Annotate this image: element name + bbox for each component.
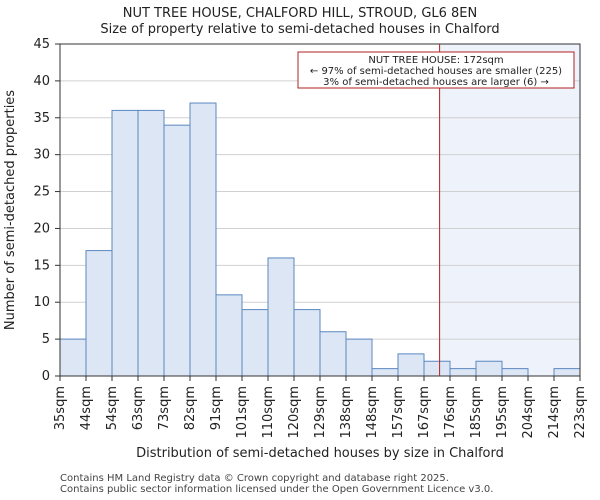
bar-185sqm bbox=[475, 360, 503, 377]
bar-110sqm bbox=[267, 257, 295, 377]
y-axis-label: Number of semi-detached properties bbox=[3, 90, 18, 330]
bar-195sqm bbox=[501, 368, 529, 377]
x-tick-label: 195sqm bbox=[495, 386, 510, 439]
x-tick-label: 82sqm bbox=[183, 386, 198, 430]
x-axis-label: Distribution of semi-detached houses by … bbox=[136, 446, 504, 461]
bar-63sqm bbox=[137, 109, 165, 377]
x-tick-label: 214sqm bbox=[547, 386, 562, 439]
x-tick-label: 157sqm bbox=[391, 386, 406, 439]
y-tick-label: 15 bbox=[33, 258, 50, 273]
y-tick-label: 20 bbox=[33, 221, 50, 236]
chart-title: NUT TREE HOUSE, CHALFORD HILL, STROUD, G… bbox=[122, 6, 478, 21]
bar-176sqm bbox=[449, 368, 477, 377]
x-tick-label: 73sqm bbox=[157, 386, 172, 430]
y-tick-label: 45 bbox=[33, 37, 50, 52]
x-tick-label: 44sqm bbox=[79, 386, 94, 430]
x-tick-label: 91sqm bbox=[209, 386, 224, 430]
x-tick-label: 185sqm bbox=[469, 386, 484, 439]
bar-44sqm bbox=[85, 250, 113, 377]
bar-101sqm bbox=[241, 309, 269, 377]
x-tick-label: 204sqm bbox=[521, 386, 536, 439]
bar-120sqm bbox=[293, 309, 321, 377]
bar-129sqm bbox=[319, 331, 347, 377]
annotation-line-1: NUT TREE HOUSE: 172sqm bbox=[368, 55, 503, 66]
bar-54sqm bbox=[111, 109, 139, 377]
bar-73sqm bbox=[163, 124, 191, 377]
x-tick-label: 176sqm bbox=[443, 386, 458, 439]
x-tick-label: 148sqm bbox=[365, 386, 380, 439]
x-tick-label: 120sqm bbox=[287, 386, 302, 439]
x-tick-label: 167sqm bbox=[417, 386, 432, 439]
x-tick-label: 63sqm bbox=[131, 386, 146, 430]
x-tick-label: 110sqm bbox=[261, 386, 276, 439]
y-tick-label: 5 bbox=[42, 332, 50, 347]
y-tick-label: 40 bbox=[33, 74, 50, 89]
x-tick-label: 223sqm bbox=[573, 386, 588, 439]
x-tick-label: 54sqm bbox=[105, 386, 120, 430]
x-tick-label: 129sqm bbox=[313, 386, 328, 439]
annotation-line-3: 3% of semi-detached houses are larger (6… bbox=[323, 77, 549, 88]
x-tick-label: 101sqm bbox=[235, 386, 250, 439]
footer-line-1: Contains HM Land Registry data © Crown c… bbox=[60, 473, 449, 484]
y-tick-label: 30 bbox=[33, 148, 50, 163]
bar-91sqm bbox=[215, 294, 243, 377]
bar-138sqm bbox=[345, 338, 373, 377]
chart-subtitle: Size of property relative to semi-detach… bbox=[100, 22, 500, 37]
annotation-box bbox=[297, 51, 575, 89]
x-tick-label: 35sqm bbox=[53, 386, 68, 430]
y-tick-label: 10 bbox=[33, 295, 50, 310]
bar-167sqm bbox=[423, 360, 451, 377]
y-tick-label: 0 bbox=[42, 369, 50, 384]
larger-region-shading bbox=[439, 44, 580, 376]
y-tick-label: 35 bbox=[33, 111, 50, 126]
footer-line-2: Contains public sector information licen… bbox=[60, 484, 494, 495]
bar-157sqm bbox=[397, 353, 425, 377]
bar-148sqm bbox=[371, 368, 399, 377]
bar-35sqm bbox=[59, 338, 87, 377]
bar-82sqm bbox=[189, 102, 217, 377]
y-tick-label: 25 bbox=[33, 185, 50, 200]
x-tick-label: 138sqm bbox=[339, 386, 354, 439]
bar-214sqm bbox=[553, 368, 581, 377]
annotation-line-2: ← 97% of semi-detached houses are smalle… bbox=[310, 66, 562, 77]
